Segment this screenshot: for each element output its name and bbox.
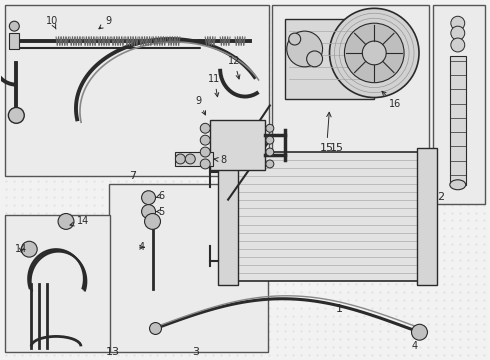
Text: 7: 7 — [129, 171, 136, 181]
Circle shape — [266, 148, 274, 156]
Text: 9: 9 — [196, 95, 205, 115]
Text: 16: 16 — [382, 91, 401, 109]
Circle shape — [329, 8, 419, 98]
Bar — [228, 152, 427, 281]
Circle shape — [266, 160, 274, 168]
Circle shape — [200, 147, 210, 157]
Circle shape — [200, 159, 210, 169]
Bar — [272, 5, 429, 159]
Bar — [210, 120, 265, 170]
Bar — [450, 56, 465, 185]
Circle shape — [451, 38, 465, 52]
Text: 11: 11 — [208, 74, 220, 97]
Text: 2: 2 — [437, 192, 444, 202]
Text: 3: 3 — [192, 347, 199, 357]
Bar — [9, 33, 19, 49]
Bar — [218, 148, 238, 285]
Bar — [285, 19, 374, 99]
Bar — [5, 216, 110, 352]
Circle shape — [142, 191, 155, 204]
Circle shape — [451, 16, 465, 30]
Circle shape — [266, 124, 274, 132]
Circle shape — [289, 33, 301, 45]
Bar — [417, 148, 437, 285]
Circle shape — [344, 23, 404, 83]
Circle shape — [142, 204, 155, 219]
Circle shape — [149, 323, 162, 334]
Circle shape — [185, 154, 196, 164]
Circle shape — [362, 41, 386, 65]
Text: 10: 10 — [46, 16, 58, 29]
Circle shape — [58, 213, 74, 229]
Ellipse shape — [450, 180, 465, 190]
Circle shape — [21, 241, 37, 257]
Text: 15: 15 — [319, 112, 334, 153]
Circle shape — [200, 135, 210, 145]
Text: 6: 6 — [156, 191, 165, 201]
Circle shape — [200, 123, 210, 133]
Circle shape — [8, 107, 24, 123]
Text: 13: 13 — [106, 347, 120, 357]
Circle shape — [307, 51, 322, 67]
Text: 1: 1 — [336, 304, 343, 314]
Bar — [109, 184, 268, 352]
Text: 15: 15 — [329, 143, 343, 153]
Circle shape — [287, 31, 322, 67]
Text: 12: 12 — [228, 56, 241, 79]
Text: 5: 5 — [156, 207, 165, 216]
Bar — [175, 152, 213, 166]
Circle shape — [451, 26, 465, 40]
Text: 14: 14 — [15, 244, 27, 254]
Text: 4: 4 — [412, 341, 417, 351]
Circle shape — [412, 324, 427, 340]
Text: 9: 9 — [99, 16, 112, 29]
Circle shape — [175, 154, 185, 164]
Bar — [433, 5, 485, 204]
Text: 14: 14 — [70, 216, 89, 226]
Circle shape — [266, 136, 274, 144]
Text: 8: 8 — [214, 155, 226, 165]
Bar — [5, 5, 269, 176]
Circle shape — [145, 213, 161, 229]
Text: 4: 4 — [139, 242, 145, 252]
Circle shape — [9, 21, 19, 31]
